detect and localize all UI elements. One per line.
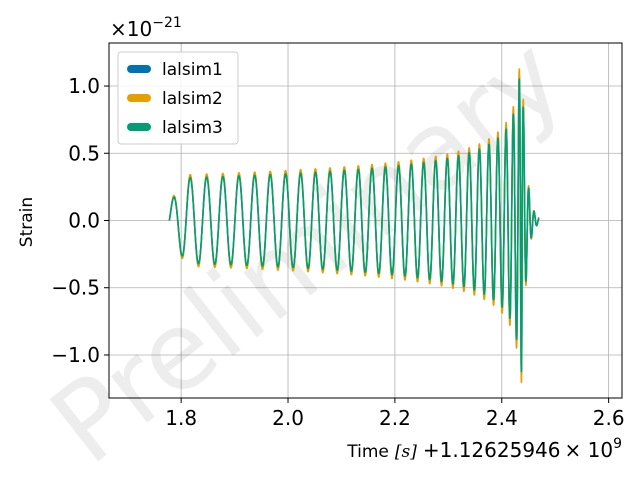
x-axis-unit: [s]	[395, 442, 417, 462]
y-ticks: −1.0 −0.5 0.0 0.5 1.0	[51, 74, 109, 367]
x-offset-exponent: 9	[613, 436, 622, 452]
y-tick-label: 0.5	[68, 141, 100, 165]
y-tick-label: −0.5	[51, 276, 100, 300]
x-tick-label: 1.8	[165, 406, 197, 430]
x-tick-label: 2.0	[272, 406, 304, 430]
x-tick-label: 2.4	[486, 406, 518, 430]
y-tick-label: 0.0	[68, 209, 100, 233]
x-ticks: 1.8 2.0 2.2 2.4 2.6	[165, 398, 625, 430]
series-line-lalsim3	[168, 78, 540, 373]
y-scale-exponent: −21	[152, 15, 182, 31]
legend-label-lalsim2: lalsim2	[162, 89, 223, 109]
legend-label-lalsim3: lalsim3	[162, 118, 223, 138]
legend-box	[117, 51, 239, 145]
y-scale-factor: ×10−21	[110, 15, 182, 41]
y-tick-label: −1.0	[51, 343, 100, 367]
x-axis-label: Time	[346, 442, 389, 462]
y-tick-label: 1.0	[68, 74, 100, 98]
x-tick-label: 2.2	[379, 406, 411, 430]
legend: lalsim1 lalsim2 lalsim3	[117, 51, 239, 145]
x-offset-factor: × 10	[565, 438, 614, 462]
x-tick-label: 2.6	[593, 406, 625, 430]
x-offset-value: +1.12625946	[423, 438, 561, 462]
y-axis-label: Strain	[17, 197, 37, 247]
x-axis-label-group: Time [s] +1.12625946 × 109	[346, 436, 622, 462]
series-lines	[168, 68, 540, 384]
legend-label-lalsim1: lalsim1	[162, 60, 223, 80]
